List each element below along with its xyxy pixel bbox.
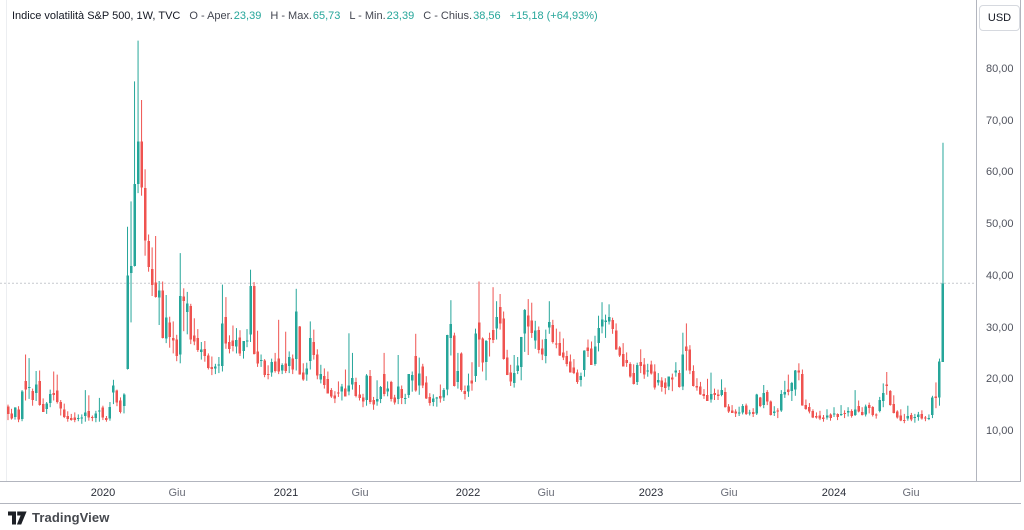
brand-name[interactable]: TradingView (32, 510, 110, 525)
tradingview-logo-icon[interactable] (8, 511, 27, 525)
symbol-info-bar: Indice volatilità S&P 500, 1W, TVC O - A… (12, 9, 598, 23)
time-tick-year: 2021 (273, 487, 299, 499)
low-value: 23,39 (386, 10, 415, 22)
open-value: 23,39 (233, 10, 262, 22)
footer: TradingView (8, 510, 109, 525)
change-value: +15,18 (+64,93%) (509, 10, 598, 22)
close-value: 38,56 (473, 10, 501, 22)
time-tick-month: Giu (351, 487, 369, 499)
symbol-title[interactable]: Indice volatilità S&P 500, 1W, TVC (12, 10, 181, 22)
price-tick-label: 50,00 (986, 218, 1014, 231)
price-tick-label: 60,00 (986, 166, 1014, 179)
price-tick-label: 20,00 (986, 373, 1014, 386)
open-label: O - Aper. (189, 10, 233, 22)
price-tick-label: 70,00 (986, 114, 1014, 127)
currency-button[interactable]: USD (979, 5, 1020, 31)
time-tick-year: 2024 (821, 487, 847, 499)
time-tick-year: 2020 (90, 487, 116, 499)
time-tick-month: Giu (168, 487, 186, 499)
close-label: C - Chius. (423, 10, 473, 22)
price-tick-label: 80,00 (986, 63, 1014, 75)
price-axis[interactable]: USD 80,00 70,00 60,00 50,00 40,00 30,00 20,00 1… (976, 0, 1021, 504)
time-tick-year: 2022 (455, 487, 481, 499)
ohlc-low: L - Min. 23,39 (349, 9, 414, 23)
price-tick-label: 30,00 (986, 321, 1014, 334)
time-tick-year: 2023 (638, 487, 664, 499)
price-tick-label: 10,00 (986, 424, 1014, 437)
time-axis[interactable]: 2020 Giu 2021 Giu 2022 Giu 2023 Giu 2024 Giu (0, 481, 1021, 504)
pane-left-border (6, 0, 7, 481)
ohlc-close: C - Chius. 38,56 (423, 9, 500, 23)
ohlc-high: H - Max. 65,73 (270, 9, 340, 23)
low-label: L - Min. (349, 10, 386, 22)
time-tick-month: Giu (537, 487, 555, 499)
high-value: 65,73 (312, 10, 341, 22)
high-label: H - Max. (270, 10, 312, 22)
time-tick-month: Giu (720, 487, 738, 499)
time-tick-month: Giu (902, 487, 920, 499)
price-tick-label: 40,00 (986, 269, 1014, 282)
ohlc-open: O - Aper. 23,39 (189, 9, 261, 23)
